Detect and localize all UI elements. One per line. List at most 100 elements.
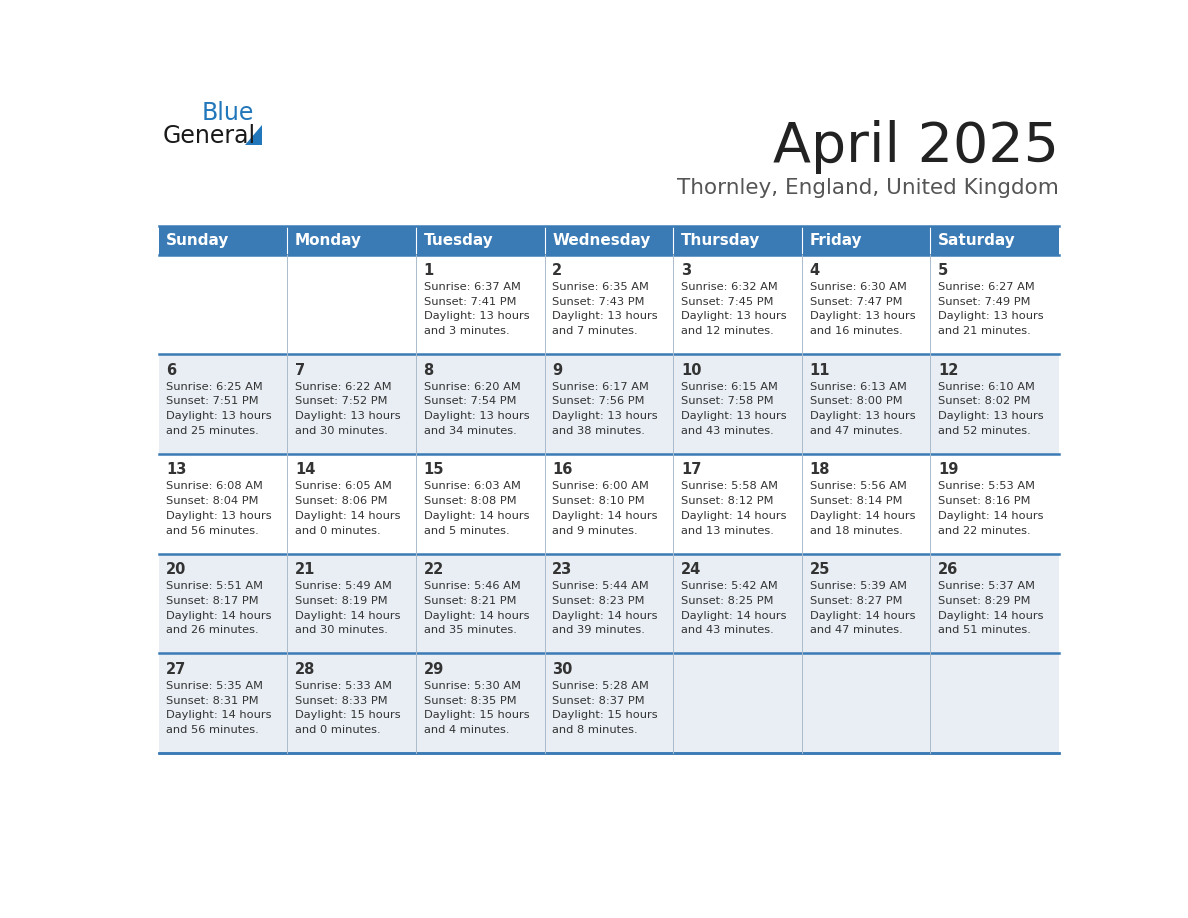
Text: and 51 minutes.: and 51 minutes. (939, 625, 1031, 635)
Text: 12: 12 (939, 363, 959, 377)
Text: Daylight: 14 hours: Daylight: 14 hours (939, 610, 1044, 621)
Text: Sunset: 7:54 PM: Sunset: 7:54 PM (424, 397, 516, 407)
Text: Sunrise: 5:30 AM: Sunrise: 5:30 AM (424, 681, 520, 690)
Text: 6: 6 (166, 363, 177, 377)
Text: Sunset: 8:02 PM: Sunset: 8:02 PM (939, 397, 1031, 407)
Text: and 47 minutes.: and 47 minutes. (809, 625, 903, 635)
Text: Sunrise: 6:13 AM: Sunrise: 6:13 AM (809, 382, 906, 392)
Text: Daylight: 14 hours: Daylight: 14 hours (809, 610, 915, 621)
Text: and 8 minutes.: and 8 minutes. (552, 725, 638, 735)
Text: 20: 20 (166, 562, 187, 577)
Text: 17: 17 (681, 463, 701, 477)
Text: Daylight: 14 hours: Daylight: 14 hours (295, 610, 400, 621)
Text: 15: 15 (424, 463, 444, 477)
Text: 23: 23 (552, 562, 573, 577)
Text: 14: 14 (295, 463, 315, 477)
Text: 21: 21 (295, 562, 315, 577)
Text: Sunrise: 5:49 AM: Sunrise: 5:49 AM (295, 581, 392, 591)
Text: 13: 13 (166, 463, 187, 477)
Text: Sunset: 7:43 PM: Sunset: 7:43 PM (552, 297, 645, 307)
Text: 19: 19 (939, 463, 959, 477)
Text: Daylight: 13 hours: Daylight: 13 hours (295, 411, 400, 421)
Text: Sunset: 8:19 PM: Sunset: 8:19 PM (295, 596, 387, 606)
Text: Daylight: 13 hours: Daylight: 13 hours (939, 411, 1044, 421)
Text: Sunset: 8:14 PM: Sunset: 8:14 PM (809, 496, 902, 506)
Text: Sunrise: 5:39 AM: Sunrise: 5:39 AM (809, 581, 906, 591)
Text: 2: 2 (552, 263, 562, 278)
Text: Sunset: 8:04 PM: Sunset: 8:04 PM (166, 496, 259, 506)
Text: and 25 minutes.: and 25 minutes. (166, 426, 259, 436)
Text: 9: 9 (552, 363, 562, 377)
Bar (158, 554, 1060, 654)
Text: Daylight: 13 hours: Daylight: 13 hours (166, 411, 272, 421)
Text: Daylight: 13 hours: Daylight: 13 hours (809, 311, 915, 321)
Text: Sunrise: 5:28 AM: Sunrise: 5:28 AM (552, 681, 649, 690)
Text: Sunset: 8:37 PM: Sunset: 8:37 PM (552, 696, 645, 706)
Text: and 18 minutes.: and 18 minutes. (809, 526, 903, 535)
Text: 26: 26 (939, 562, 959, 577)
Text: 7: 7 (295, 363, 305, 377)
Text: Daylight: 14 hours: Daylight: 14 hours (424, 610, 529, 621)
Text: Blue: Blue (201, 101, 253, 125)
Text: and 52 minutes.: and 52 minutes. (939, 426, 1031, 436)
Text: 18: 18 (809, 463, 830, 477)
Text: Sunset: 7:56 PM: Sunset: 7:56 PM (552, 397, 645, 407)
Text: Sunrise: 5:33 AM: Sunrise: 5:33 AM (295, 681, 392, 690)
Bar (802, 226, 930, 254)
Text: Friday: Friday (809, 232, 862, 248)
Text: 3: 3 (681, 263, 691, 278)
Text: Daylight: 15 hours: Daylight: 15 hours (424, 711, 529, 721)
Bar (158, 354, 1060, 454)
Text: Daylight: 13 hours: Daylight: 13 hours (552, 411, 658, 421)
Text: Sunset: 8:16 PM: Sunset: 8:16 PM (939, 496, 1031, 506)
Text: Sunrise: 6:15 AM: Sunrise: 6:15 AM (681, 382, 778, 392)
Text: Sunrise: 5:44 AM: Sunrise: 5:44 AM (552, 581, 649, 591)
Text: Sunrise: 6:08 AM: Sunrise: 6:08 AM (166, 481, 264, 491)
Text: 28: 28 (295, 662, 315, 677)
Text: Daylight: 14 hours: Daylight: 14 hours (681, 511, 786, 521)
Polygon shape (245, 125, 261, 145)
Text: and 7 minutes.: and 7 minutes. (552, 326, 638, 336)
Text: 30: 30 (552, 662, 573, 677)
Text: Sunset: 8:33 PM: Sunset: 8:33 PM (295, 696, 387, 706)
Text: Sunset: 8:10 PM: Sunset: 8:10 PM (552, 496, 645, 506)
Text: Sunset: 8:25 PM: Sunset: 8:25 PM (681, 596, 773, 606)
Text: and 4 minutes.: and 4 minutes. (424, 725, 510, 735)
Text: Sunset: 8:08 PM: Sunset: 8:08 PM (424, 496, 517, 506)
Text: and 34 minutes.: and 34 minutes. (424, 426, 517, 436)
Text: Sunrise: 6:17 AM: Sunrise: 6:17 AM (552, 382, 649, 392)
Bar (158, 654, 1060, 753)
Text: Daylight: 13 hours: Daylight: 13 hours (939, 311, 1044, 321)
Text: Sunrise: 5:56 AM: Sunrise: 5:56 AM (809, 481, 906, 491)
Text: Sunrise: 6:10 AM: Sunrise: 6:10 AM (939, 382, 1035, 392)
Text: and 3 minutes.: and 3 minutes. (424, 326, 510, 336)
Text: Sunset: 7:51 PM: Sunset: 7:51 PM (166, 397, 259, 407)
Text: and 26 minutes.: and 26 minutes. (166, 625, 259, 635)
Text: 22: 22 (424, 562, 444, 577)
Text: Sunset: 8:06 PM: Sunset: 8:06 PM (295, 496, 387, 506)
Text: and 38 minutes.: and 38 minutes. (552, 426, 645, 436)
Text: Daylight: 14 hours: Daylight: 14 hours (166, 711, 272, 721)
Text: Sunset: 8:12 PM: Sunset: 8:12 PM (681, 496, 773, 506)
Bar (674, 226, 802, 254)
Text: Thursday: Thursday (681, 232, 760, 248)
Text: and 30 minutes.: and 30 minutes. (295, 625, 387, 635)
Bar (287, 226, 416, 254)
Text: and 5 minutes.: and 5 minutes. (424, 526, 510, 535)
Text: and 0 minutes.: and 0 minutes. (295, 725, 380, 735)
Text: Sunrise: 6:25 AM: Sunrise: 6:25 AM (166, 382, 263, 392)
Bar (158, 454, 1060, 554)
Text: and 21 minutes.: and 21 minutes. (939, 326, 1031, 336)
Text: Daylight: 13 hours: Daylight: 13 hours (681, 311, 786, 321)
Text: and 9 minutes.: and 9 minutes. (552, 526, 638, 535)
Text: Daylight: 14 hours: Daylight: 14 hours (166, 610, 272, 621)
Text: Daylight: 13 hours: Daylight: 13 hours (424, 311, 529, 321)
Text: Sunrise: 5:42 AM: Sunrise: 5:42 AM (681, 581, 778, 591)
Text: Daylight: 13 hours: Daylight: 13 hours (166, 511, 272, 521)
Text: and 56 minutes.: and 56 minutes. (166, 725, 259, 735)
Text: and 30 minutes.: and 30 minutes. (295, 426, 387, 436)
Text: Sunset: 8:27 PM: Sunset: 8:27 PM (809, 596, 902, 606)
Text: Sunset: 8:29 PM: Sunset: 8:29 PM (939, 596, 1031, 606)
Text: and 22 minutes.: and 22 minutes. (939, 526, 1031, 535)
Text: and 0 minutes.: and 0 minutes. (295, 526, 380, 535)
